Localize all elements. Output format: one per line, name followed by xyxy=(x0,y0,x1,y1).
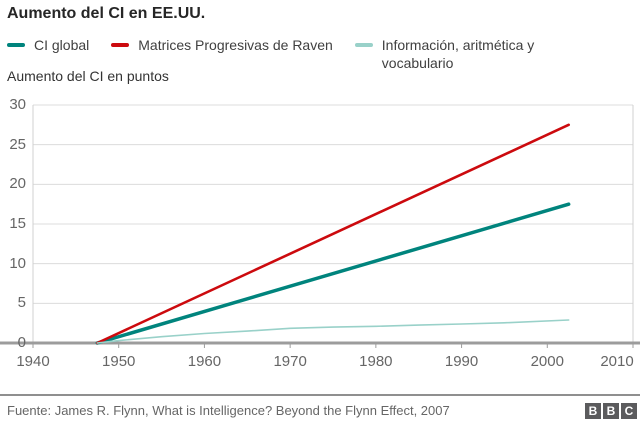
x-tick-label-1980: 1980 xyxy=(359,353,393,370)
x-tick-label-1960: 1960 xyxy=(187,353,222,370)
y-tick-label-5: 5 xyxy=(17,294,26,312)
footer-divider xyxy=(0,394,640,396)
y-tick-label-10: 10 xyxy=(9,254,26,272)
bbc-logo-letter-c: C xyxy=(621,403,637,419)
legend-item-ci-global: CI global xyxy=(7,36,89,54)
x-tick-label-1940: 1940 xyxy=(16,353,50,370)
series-line-2 xyxy=(96,319,570,344)
series-line-0 xyxy=(95,202,571,345)
bbc-logo-letter-b1: B xyxy=(585,403,601,419)
chart-title: Aumento del CI en EE.UU. xyxy=(7,5,206,22)
x-tick-label-2010: 2010 xyxy=(600,353,634,370)
legend: CI global Matrices Progresivas de Raven … xyxy=(7,36,542,72)
series-line-1 xyxy=(96,123,571,345)
legend-item-raven: Matrices Progresivas de Raven xyxy=(111,36,333,54)
legend-label-raven: Matrices Progresivas de Raven xyxy=(138,37,333,53)
y-tick-label-0: 0 xyxy=(17,334,26,351)
legend-label-ci-global: CI global xyxy=(34,37,90,53)
x-tick-label-1970: 1970 xyxy=(273,353,307,370)
x-tick-label-2000: 2000 xyxy=(530,353,564,370)
source-text: Fuente: James R. Flynn, What is Intellig… xyxy=(7,403,450,418)
legend-item-info-arit-vocab: Información, aritmética y vocabulario xyxy=(354,36,542,72)
y-tick-label-25: 25 xyxy=(9,135,26,153)
y-tick-label-20: 20 xyxy=(9,175,26,193)
legend-swatch-raven-icon xyxy=(111,43,130,47)
y-axis-title: Aumento del CI en puntos xyxy=(7,68,169,84)
legend-swatch-ci-global-icon xyxy=(7,43,25,47)
legend-swatch-info-arit-vocab-icon xyxy=(354,43,373,47)
y-tick-label-30: 30 xyxy=(9,96,26,113)
bbc-logo-letter-b2: B xyxy=(603,403,619,419)
legend-label-info-arit-vocab: Información, aritmética y vocabulario xyxy=(381,37,535,71)
x-tick-label-1990: 1990 xyxy=(444,353,479,370)
y-tick-label-15: 15 xyxy=(9,215,26,232)
x-tick-label-1950: 1950 xyxy=(102,353,136,370)
bbc-logo: B B C xyxy=(585,403,637,419)
